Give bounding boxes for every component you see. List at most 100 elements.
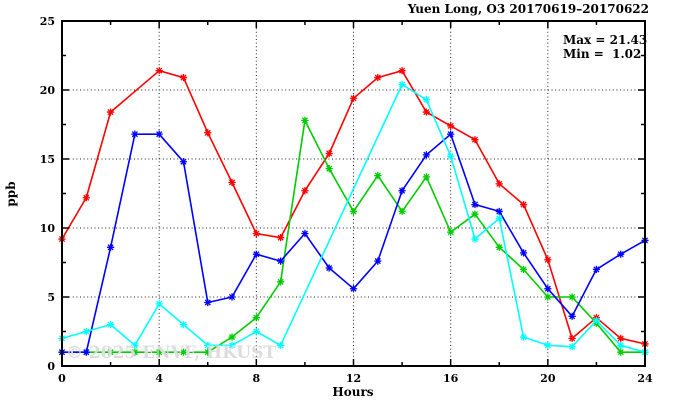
data-point-marker (155, 67, 163, 75)
y-tick-label: 15 (40, 153, 55, 166)
data-point-marker (131, 341, 139, 349)
series-blue-markers (58, 130, 649, 356)
y-axis-label: ppb (4, 181, 18, 206)
data-point-marker (519, 200, 528, 209)
data-point-marker (204, 341, 212, 349)
y-tick-label: 10 (40, 222, 56, 235)
data-point-marker (422, 96, 430, 104)
series-cyan-line (61, 83, 646, 353)
min-annotation: Min = 1.02 (563, 47, 641, 61)
data-point-marker (592, 265, 601, 273)
data-point-marker (617, 334, 625, 342)
data-point-marker (544, 256, 552, 264)
x-tick-label: 12 (346, 372, 361, 385)
axes-layer (61, 20, 646, 367)
data-point-marker (106, 243, 115, 251)
data-point-marker (544, 285, 552, 293)
data-point-marker (277, 234, 285, 242)
data-point-marker (82, 194, 90, 202)
data-point-marker (106, 108, 115, 116)
data-point-marker (155, 348, 163, 356)
data-point-marker (495, 243, 503, 251)
data-point-marker (252, 327, 260, 336)
data-point-marker (106, 348, 115, 356)
data-point-marker (398, 207, 406, 216)
max-annotation: Max = 21.43 (563, 33, 647, 47)
data-point-marker (495, 214, 503, 222)
data-point-marker (252, 250, 260, 258)
y-tick-label: 25 (40, 15, 55, 28)
chart-title: Yuen Long, O3 20170619–20170622 (407, 2, 649, 16)
data-point-marker (204, 348, 212, 356)
data-point-marker (82, 348, 90, 356)
x-tick-label: 20 (540, 372, 556, 385)
plot-border (61, 20, 646, 367)
data-point-marker (398, 80, 406, 89)
data-point-marker (301, 116, 309, 124)
data-point-marker (519, 249, 528, 257)
data-point-marker (228, 293, 236, 301)
data-point-marker (495, 207, 503, 216)
watermark: © 2025 ENVF, HKUST (66, 343, 276, 363)
data-point-marker (519, 333, 528, 341)
data-point-marker (447, 228, 455, 236)
data-point-marker (422, 173, 430, 181)
series-layer (58, 67, 649, 356)
data-point-marker (568, 312, 576, 320)
data-point-marker (592, 316, 601, 325)
x-tick-label: 16 (443, 372, 459, 385)
data-point-marker (568, 343, 576, 351)
data-point-marker (617, 250, 625, 258)
data-point-marker (349, 207, 358, 216)
data-point-marker (131, 348, 139, 356)
data-point-marker (155, 130, 163, 138)
data-point-marker (374, 257, 382, 265)
series-green-markers (58, 116, 649, 356)
data-point-marker (325, 165, 333, 173)
data-point-marker (544, 341, 552, 349)
data-point-marker (471, 200, 479, 209)
data-point-marker (422, 151, 430, 159)
data-point-marker (374, 73, 382, 82)
data-point-marker (568, 334, 576, 342)
data-point-marker (544, 293, 552, 301)
data-point-marker (617, 341, 625, 349)
data-point-marker (179, 321, 188, 329)
data-point-marker (179, 73, 188, 82)
data-point-marker (447, 130, 455, 138)
data-point-marker (471, 136, 479, 144)
data-point-marker (204, 129, 212, 137)
data-point-marker (374, 171, 382, 180)
data-point-marker (155, 300, 163, 308)
data-point-marker (301, 229, 309, 238)
data-point-marker (495, 180, 503, 188)
data-point-marker (325, 264, 333, 272)
data-point-marker (82, 327, 90, 336)
data-point-marker (398, 187, 406, 195)
data-point-marker (179, 348, 188, 356)
series-red-markers (58, 67, 649, 348)
x-tick-label: 24 (637, 372, 653, 385)
x-tick-label: 8 (253, 372, 261, 385)
series-red-line (61, 69, 646, 345)
data-point-marker (325, 149, 333, 158)
data-point-marker (471, 235, 479, 243)
data-point-marker (301, 187, 309, 195)
y-tick-label: 0 (47, 360, 55, 373)
data-point-marker (447, 122, 455, 130)
grid-layer (62, 21, 645, 366)
data-point-marker (447, 152, 455, 160)
data-point-marker (179, 158, 188, 166)
data-point-marker (349, 94, 358, 102)
data-point-marker (204, 298, 212, 307)
data-point-marker (349, 285, 358, 293)
data-point-marker (228, 333, 236, 341)
y-tick-label: 5 (47, 291, 55, 304)
data-point-marker (277, 257, 285, 265)
data-point-marker (422, 108, 430, 116)
data-point-marker (471, 210, 479, 218)
data-point-marker (277, 278, 285, 286)
data-point-marker (131, 130, 139, 138)
